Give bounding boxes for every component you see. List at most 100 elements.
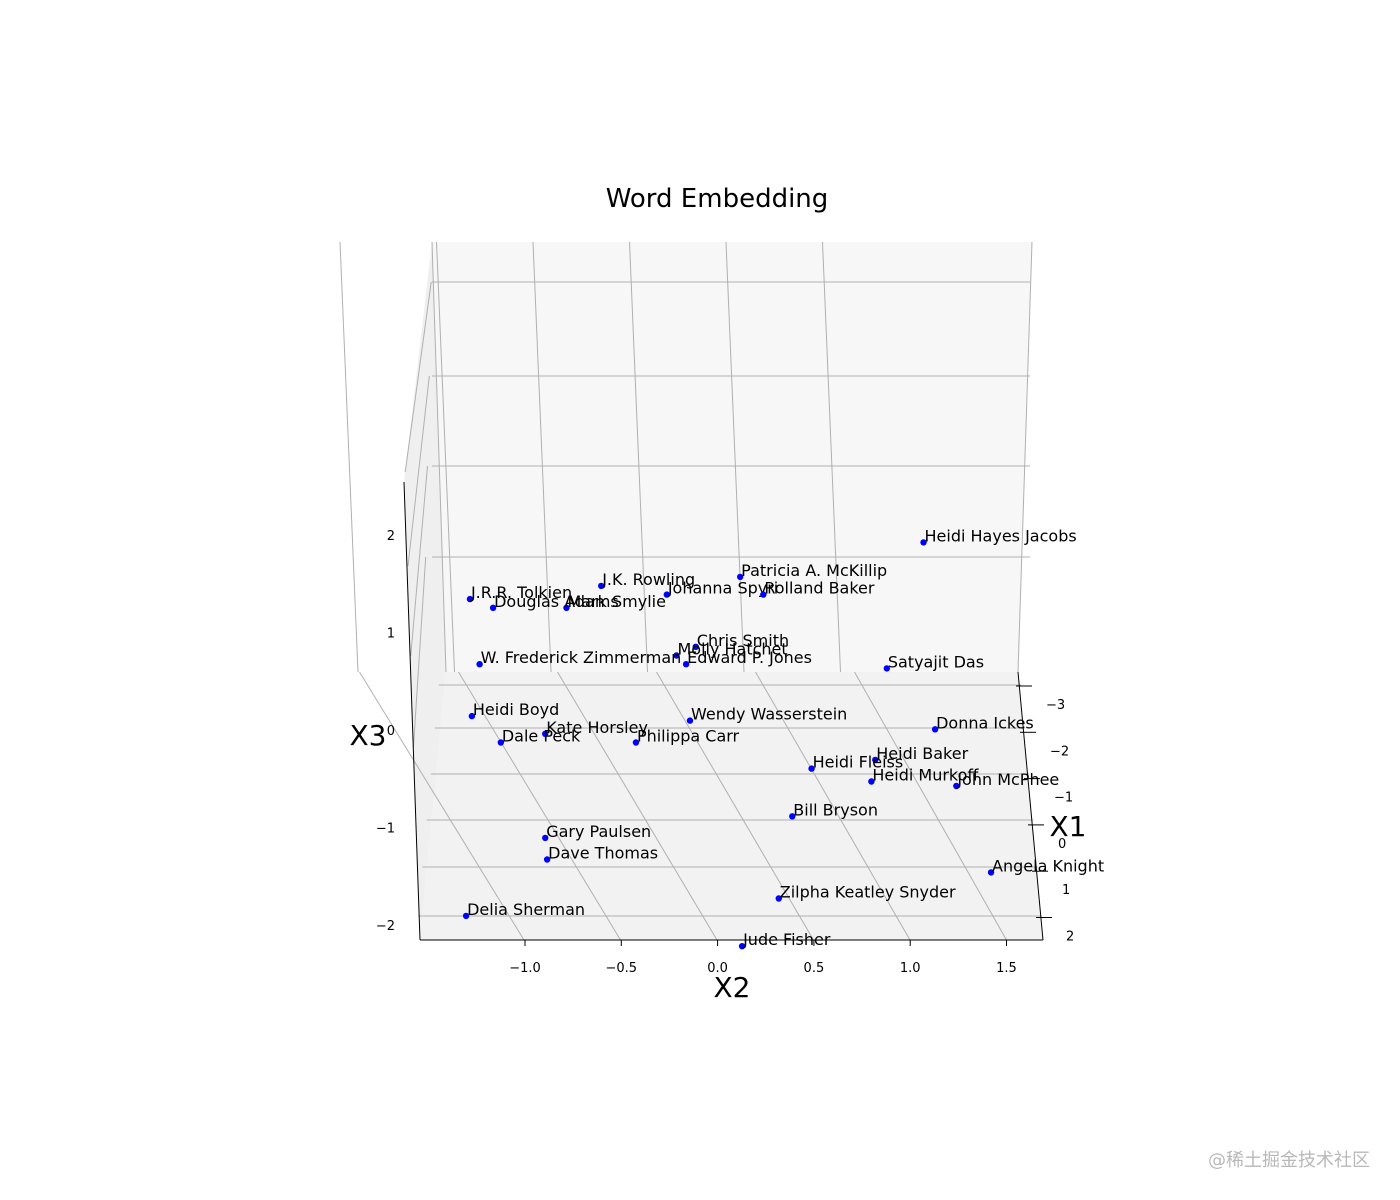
x1-axis-label: X1 bbox=[1050, 810, 1087, 843]
data-point bbox=[542, 834, 549, 842]
x1-axis-line bbox=[1017, 671, 1044, 941]
grid-lines bbox=[339, 241, 1042, 941]
left-pane bbox=[404, 242, 446, 940]
grid-line bbox=[854, 671, 1007, 941]
data-label: Johanna Spyri bbox=[667, 579, 778, 598]
grid-line bbox=[407, 375, 430, 567]
data-label: W. Frederick Zimmerman bbox=[481, 648, 682, 667]
x2-tick-label: 0.0 bbox=[707, 961, 728, 976]
data-point bbox=[868, 778, 875, 785]
x3-tick-label: 0 bbox=[387, 724, 395, 739]
x2-tick-label: 0.5 bbox=[804, 961, 825, 976]
grid-line bbox=[436, 241, 455, 673]
grid-line bbox=[412, 556, 427, 748]
data-label: Delia Sherman bbox=[467, 900, 585, 919]
data-label: Gary Paulsen bbox=[546, 822, 651, 841]
grid-line bbox=[404, 281, 432, 473]
grid-line bbox=[410, 465, 429, 657]
tick-labels: −1.0 −0.5 0.0 0.5 1.0 1.5 −2 −1 0 1 2 −3 −2 −1 0 1 2 bbox=[376, 529, 1074, 976]
x1-tick-label: 2 bbox=[1066, 930, 1074, 945]
data-label: Edward P. Jones bbox=[687, 648, 812, 667]
data-label: Rolland Baker bbox=[764, 579, 875, 598]
data-point bbox=[920, 539, 927, 546]
x2-axis-label: X2 bbox=[714, 971, 751, 1004]
data-label: Jude Fisher bbox=[742, 930, 831, 949]
data-label: Philippa Carr bbox=[637, 727, 740, 746]
data-point bbox=[775, 895, 782, 902]
data-point bbox=[489, 604, 497, 611]
data-label: Kate Horsley bbox=[546, 718, 648, 737]
grid-line bbox=[359, 671, 525, 941]
grid-line bbox=[629, 241, 648, 673]
data-label: Heidi Murkoff bbox=[872, 766, 979, 785]
data-label: Heidi Boyd bbox=[473, 700, 559, 719]
chart-title: Word Embedding bbox=[606, 184, 829, 214]
data-point bbox=[736, 573, 744, 581]
data-label: Patricia A. McKillip bbox=[741, 561, 887, 580]
grid-line bbox=[822, 241, 841, 673]
x1-tick-label: −1 bbox=[1054, 791, 1073, 806]
data-point bbox=[497, 739, 505, 746]
x3-tick-label: 1 bbox=[387, 627, 395, 642]
data-label: Mark Smylie bbox=[567, 592, 665, 611]
data-point bbox=[468, 712, 476, 720]
data-label: Molly Hatchet bbox=[677, 640, 787, 659]
data-point bbox=[663, 591, 671, 598]
grid-line bbox=[725, 241, 745, 673]
data-point bbox=[673, 652, 680, 659]
data-label: Dave Thomas bbox=[548, 844, 658, 863]
data-label: Angela Knight bbox=[992, 856, 1104, 875]
x2-tick-label: −1.0 bbox=[509, 961, 541, 976]
data-point bbox=[466, 595, 474, 603]
grid-line bbox=[1017, 241, 1033, 673]
data-label: Douglas Adams bbox=[494, 592, 619, 611]
x3-axis-line bbox=[403, 481, 421, 941]
data-point bbox=[808, 765, 815, 772]
data-label: Satyajit Das bbox=[888, 652, 984, 671]
data-point bbox=[686, 717, 694, 724]
data-point bbox=[953, 782, 960, 790]
data-point bbox=[563, 604, 570, 611]
grid-line bbox=[755, 671, 911, 941]
data-point bbox=[738, 943, 746, 950]
data-label: Dale Peck bbox=[502, 727, 581, 746]
data-point bbox=[883, 665, 891, 672]
grid-line bbox=[557, 671, 718, 941]
x3-tick-label: −2 bbox=[376, 919, 395, 934]
data-label: J.K. Rowling bbox=[601, 570, 695, 589]
axes bbox=[403, 481, 1044, 941]
data-point bbox=[543, 856, 551, 863]
data-point bbox=[542, 730, 549, 737]
x1-tick-label: −3 bbox=[1046, 698, 1065, 713]
data-point bbox=[789, 813, 796, 820]
data-point bbox=[476, 661, 483, 668]
grid-line bbox=[458, 671, 621, 941]
x3-tick-label: 2 bbox=[387, 529, 395, 544]
data-label: Wendy Wasserstein bbox=[691, 705, 847, 724]
data-point bbox=[682, 661, 690, 668]
x1-tick-label: 0 bbox=[1058, 837, 1066, 852]
data-point bbox=[598, 582, 605, 590]
data-point bbox=[632, 739, 640, 746]
x2-tick-label: 1.5 bbox=[996, 961, 1017, 976]
data-label: Heidi Baker bbox=[876, 744, 968, 763]
data-label: Heidi Hayes Jacobs bbox=[925, 526, 1077, 545]
data-point bbox=[931, 726, 939, 733]
data-label: Zilpha Keatley Snyder bbox=[780, 883, 956, 902]
data-point bbox=[872, 756, 879, 764]
data-point bbox=[462, 912, 470, 920]
data-point bbox=[987, 869, 995, 876]
x2-tick-label: −0.5 bbox=[606, 961, 638, 976]
x3-tick-label: −1 bbox=[376, 822, 395, 837]
x2-tick-label: 1.0 bbox=[900, 961, 921, 976]
data-points: Heidi Hayes Jacobs Patricia A. McKillip J.… bbox=[462, 526, 1104, 950]
data-point bbox=[760, 591, 767, 598]
x1-tick-label: −2 bbox=[1050, 744, 1069, 759]
grid-line bbox=[532, 241, 552, 673]
grid-line bbox=[431, 241, 447, 673]
watermark: @稀土掘金技术社区 bbox=[1208, 1150, 1370, 1171]
back-pane bbox=[432, 242, 1032, 672]
data-label: John McPhee bbox=[956, 770, 1059, 789]
grid-line bbox=[339, 241, 359, 673]
